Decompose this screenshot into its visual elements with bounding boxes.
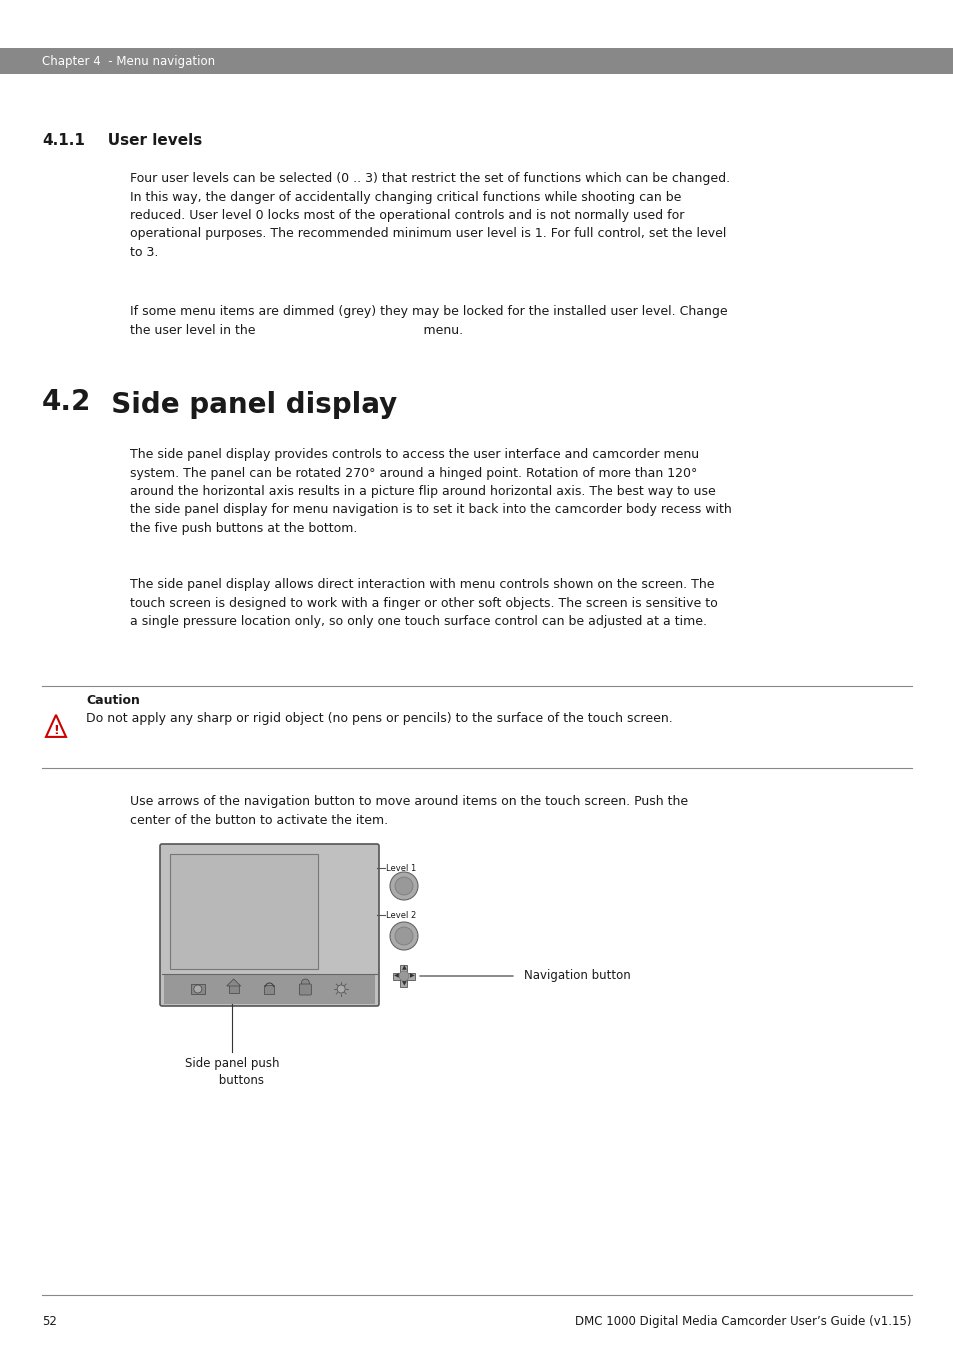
Text: Do not apply any sharp or rigid object (no pens or pencils) to the surface of th: Do not apply any sharp or rigid object (…	[86, 712, 672, 725]
Circle shape	[193, 985, 202, 993]
Text: 52: 52	[42, 1315, 57, 1328]
Text: Four user levels can be selected (0 .. 3) that restrict the set of functions whi: Four user levels can be selected (0 .. 3…	[130, 172, 729, 259]
Text: If some menu items are dimmed (grey) they may be locked for the installed user l: If some menu items are dimmed (grey) the…	[130, 305, 727, 336]
Text: Side panel display: Side panel display	[91, 390, 396, 419]
Bar	[191, 984, 205, 994]
Circle shape	[390, 921, 417, 950]
Text: Level 2: Level 2	[386, 911, 416, 920]
Bar	[229, 985, 238, 993]
Bar	[393, 973, 415, 979]
Circle shape	[390, 871, 417, 900]
Circle shape	[301, 979, 309, 988]
Polygon shape	[227, 979, 240, 986]
Text: ▲: ▲	[401, 966, 406, 970]
Circle shape	[336, 985, 345, 993]
Bar	[0, 49, 953, 74]
Text: Caution: Caution	[86, 694, 140, 707]
Text: 4.2: 4.2	[42, 388, 91, 416]
Text: Use arrows of the navigation button to move around items on the touch screen. Pu: Use arrows of the navigation button to m…	[130, 794, 687, 827]
FancyBboxPatch shape	[264, 985, 274, 994]
Text: Navigation button: Navigation button	[523, 970, 630, 982]
Text: User levels: User levels	[91, 132, 202, 149]
Text: ▼: ▼	[401, 981, 406, 986]
Bar	[400, 965, 407, 988]
Circle shape	[395, 877, 413, 894]
Bar	[164, 974, 375, 1004]
Text: Chapter 4  - Menu navigation: Chapter 4 - Menu navigation	[42, 54, 214, 68]
Text: 4.1.1: 4.1.1	[42, 132, 85, 149]
Text: !: !	[53, 724, 59, 738]
Circle shape	[398, 971, 409, 981]
Text: Level 1: Level 1	[386, 865, 416, 873]
Circle shape	[395, 927, 413, 944]
Text: Side panel push
     buttons: Side panel push buttons	[185, 1056, 279, 1088]
Text: The side panel display provides controls to access the user interface and camcor: The side panel display provides controls…	[130, 449, 731, 535]
Text: DMC 1000 Digital Media Camcorder User’s Guide (v1.15): DMC 1000 Digital Media Camcorder User’s …	[575, 1315, 911, 1328]
Text: ▶: ▶	[409, 974, 414, 978]
FancyBboxPatch shape	[299, 984, 311, 994]
Polygon shape	[46, 715, 66, 736]
Text: ◀: ◀	[394, 974, 398, 978]
Text: The side panel display allows direct interaction with menu controls shown on the: The side panel display allows direct int…	[130, 578, 717, 628]
FancyBboxPatch shape	[160, 844, 378, 1006]
Bar	[170, 854, 317, 969]
